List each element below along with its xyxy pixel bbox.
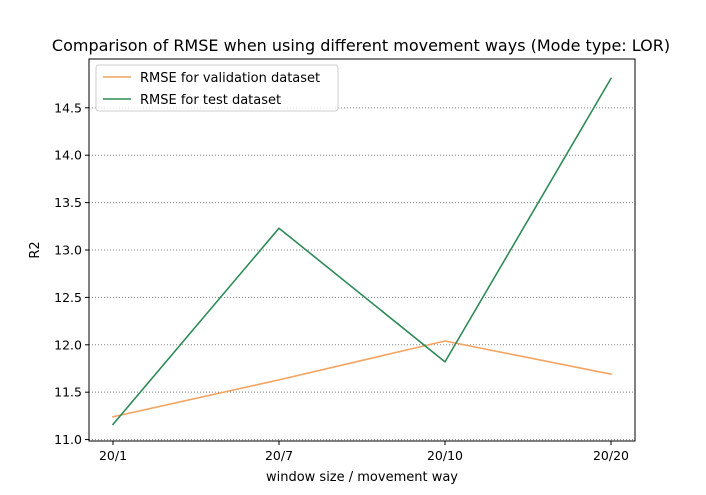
y-tick-label-13-0: 13.0 xyxy=(54,243,82,258)
y-tick-label-14-5: 14.5 xyxy=(54,100,82,115)
chart-title: Comparison of RMSE when using different … xyxy=(52,36,670,55)
x-tick-label-20-7: 20/7 xyxy=(265,448,293,463)
y-axis-ticks: 11.0 11.5 12.0 12.5 13.0 13.5 14.0 14.5 xyxy=(54,100,89,447)
legend-label-test: RMSE for test dataset xyxy=(140,93,281,108)
series-lines xyxy=(111,77,613,426)
legend-box xyxy=(95,64,339,112)
y-tick-label-11-0: 11.0 xyxy=(54,432,82,447)
series-line-test xyxy=(111,77,613,426)
x-axis-label: window size / movement way xyxy=(266,470,458,485)
x-tick-label-20-20: 20/20 xyxy=(593,448,629,463)
y-tick-label-12-5: 12.5 xyxy=(54,290,82,305)
legend: RMSE for validation dataset RMSE for tes… xyxy=(95,64,339,112)
legend-label-validation: RMSE for validation dataset xyxy=(140,71,320,86)
x-tick-label-20-10: 20/10 xyxy=(427,448,463,463)
y-tick-label-14-0: 14.0 xyxy=(54,148,82,163)
grid-lines xyxy=(89,107,635,441)
y-tick-label-11-5: 11.5 xyxy=(54,385,82,400)
x-tick-label-20-1: 20/1 xyxy=(99,448,127,463)
series-line-validation xyxy=(112,340,612,418)
y-axis-label: R2 xyxy=(28,241,43,258)
y-tick-label-12-0: 12.0 xyxy=(54,337,82,352)
x-axis-ticks: 20/1 20/7 20/10 20/20 xyxy=(99,441,629,463)
y-tick-label-13-5: 13.5 xyxy=(54,195,82,210)
